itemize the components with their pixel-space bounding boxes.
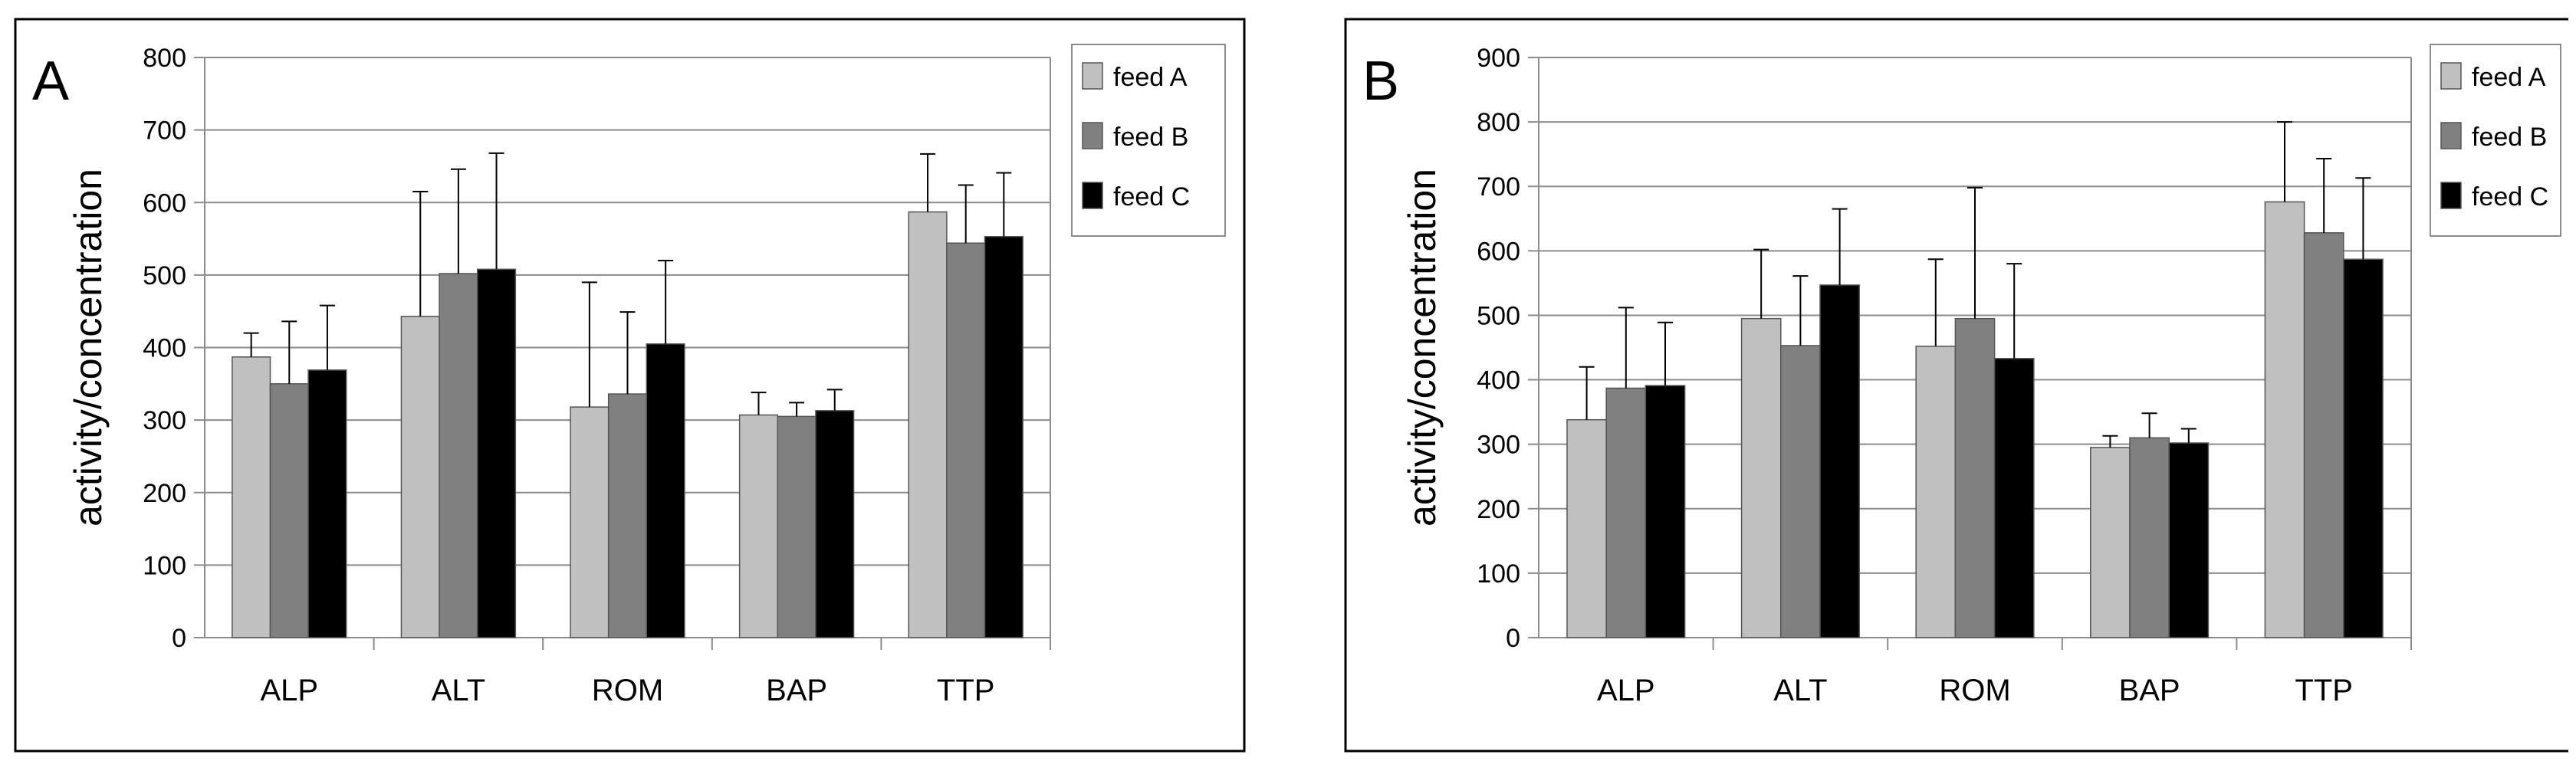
x-category-label: TTP — [2295, 674, 2353, 707]
legend-swatch — [1082, 182, 1103, 209]
x-category-label: BAP — [766, 674, 827, 707]
x-category-label: ALP — [1597, 674, 1655, 707]
chart-frame — [14, 18, 1246, 753]
bar-feed-c-bap — [2168, 442, 2210, 638]
y-tick-label: 400 — [143, 334, 186, 363]
y-tick-label: 700 — [1477, 172, 1520, 202]
chart-b-svg: B 0 100 200 300 400 500 600 700 800 900 activity/co… — [1344, 18, 2568, 753]
panel-label: B — [1362, 51, 1399, 112]
chart-panel-a: A 0 100 200 300 400 500 600 700 800 activity/conce… — [0, 0, 1265, 761]
y-axis-title: activity/concentration — [1401, 169, 1444, 526]
legend-swatch — [2440, 62, 2462, 90]
bar-feed-a-ttp — [908, 211, 948, 638]
x-category-label: TTP — [937, 674, 995, 707]
y-tick-label: 300 — [143, 406, 186, 435]
y-tick-label: 800 — [143, 44, 186, 73]
bar-feed-a-ttp — [2264, 201, 2305, 638]
bar-feed-a-rom — [570, 406, 610, 638]
bar-feed-b-ttp — [946, 242, 986, 638]
bar-feed-c-alp — [1644, 385, 1686, 638]
bar-feed-c-bap — [815, 410, 855, 638]
bar-feed-a-bap — [2090, 447, 2131, 638]
legend-label: feed C — [1113, 182, 1190, 212]
y-tick-label: 200 — [1477, 495, 1520, 524]
y-tick-label: 900 — [1477, 44, 1520, 73]
chart-panel-b: B 0 100 200 300 400 500 600 700 800 900 activity/co… — [1303, 0, 2568, 761]
bar-feed-a-alp — [232, 356, 271, 638]
x-category-label: ALT — [1773, 674, 1827, 707]
y-tick-label: 800 — [1477, 108, 1520, 137]
bar-feed-a-rom — [1915, 346, 1957, 638]
legend-swatch — [2440, 122, 2462, 149]
bar-feed-c-alp — [307, 369, 347, 638]
bar-feed-a-alt — [1740, 317, 1782, 638]
bar-feed-c-alt — [1819, 284, 1860, 638]
legend-label: feed A — [2472, 63, 2546, 92]
legend-label: feed B — [1113, 123, 1188, 152]
bar-feed-c-ttp — [2343, 258, 2384, 638]
bar-feed-a-bap — [738, 414, 779, 638]
bar-feed-c-ttp — [984, 235, 1024, 638]
legend-label: feed B — [2472, 123, 2547, 152]
bar-feed-b-bap — [777, 415, 816, 638]
bar-feed-b-ttp — [2303, 232, 2344, 638]
bar-feed-c-rom — [1993, 358, 2035, 638]
legend-swatch — [1082, 62, 1103, 90]
x-category-label: ROM — [592, 674, 663, 707]
x-category-label: ALT — [432, 674, 485, 707]
bar-feed-b-alp — [1605, 387, 1647, 638]
legend-label: feed C — [2472, 182, 2548, 212]
y-axis-title: activity/concentration — [67, 169, 110, 526]
legend-swatch — [1082, 122, 1103, 149]
y-tick-label: 700 — [143, 116, 186, 146]
y-tick-label: 0 — [1506, 624, 1520, 653]
bar-feed-b-bap — [2129, 437, 2170, 638]
bar-feed-b-rom — [607, 393, 648, 638]
bar-feed-b-alp — [269, 383, 309, 638]
y-tick-label: 200 — [143, 479, 186, 508]
bar-feed-a-alp — [1566, 418, 1607, 638]
legend-label: feed A — [1113, 63, 1188, 92]
legend-swatch — [2440, 182, 2462, 209]
x-category-label: ALP — [260, 674, 318, 707]
y-tick-label: 400 — [1477, 366, 1520, 395]
y-tick-label: 600 — [143, 189, 186, 218]
bar-feed-b-alt — [1780, 345, 1821, 638]
bar-feed-b-rom — [1954, 317, 1996, 638]
bar-feed-a-alt — [400, 316, 440, 638]
y-tick-label: 0 — [172, 624, 186, 653]
bar-feed-c-alt — [476, 268, 517, 638]
panel-label: A — [32, 51, 69, 112]
x-category-label: ROM — [1939, 674, 2010, 707]
y-tick-label: 500 — [1477, 301, 1520, 330]
y-tick-label: 100 — [1477, 559, 1520, 589]
y-tick-label: 300 — [1477, 431, 1520, 460]
bar-feed-b-alt — [439, 273, 478, 638]
x-category-label: BAP — [2119, 674, 2180, 707]
chart-a-svg: A 0 100 200 300 400 500 600 700 800 activity/conce… — [14, 18, 1246, 753]
bar-feed-c-rom — [646, 343, 685, 638]
y-tick-label: 500 — [143, 261, 186, 290]
y-tick-label: 600 — [1477, 237, 1520, 266]
y-tick-label: 100 — [143, 551, 186, 580]
